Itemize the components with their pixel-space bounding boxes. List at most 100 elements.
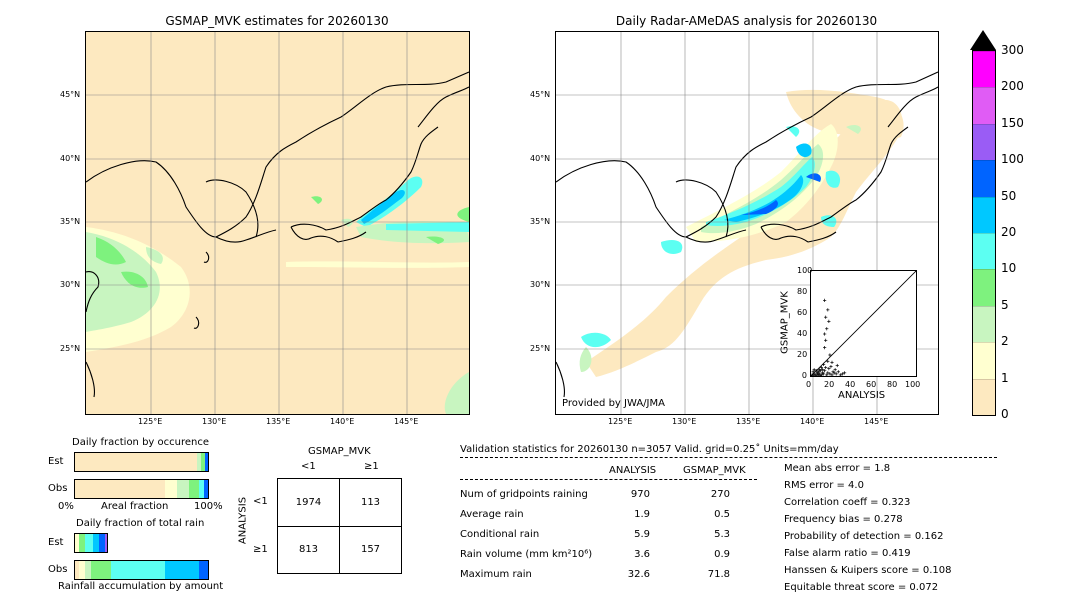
right-lon-label: 130°E bbox=[672, 417, 697, 426]
colorbar-segment bbox=[973, 342, 995, 379]
occurrence-axis-right: 100% bbox=[194, 501, 223, 512]
right-lon-label: 125°E bbox=[608, 417, 633, 426]
colorbar-tick-label: 5 bbox=[1001, 297, 1009, 312]
right-lon-label: 140°E bbox=[800, 417, 825, 426]
scatter-xtick: 20 bbox=[824, 380, 835, 389]
scatter-point bbox=[826, 371, 830, 375]
right-lon-label: 135°E bbox=[736, 417, 761, 426]
scatter-xlabel: ANALYSIS bbox=[838, 390, 886, 401]
colorbar bbox=[972, 50, 996, 416]
score-line: Equitable threat score = 0.072 bbox=[784, 582, 939, 593]
scatter-xtick: 0 bbox=[806, 380, 812, 389]
left-map bbox=[85, 31, 470, 415]
colorbar-segment bbox=[973, 269, 995, 306]
rain-fraction-title: Daily fraction of total rain bbox=[76, 518, 205, 529]
colorbar-tick-label: 200 bbox=[1001, 79, 1024, 94]
validation-col-gsmap: GSMAP_MVK bbox=[683, 465, 746, 476]
score-line: Hanssen & Kuipers score = 0.108 bbox=[784, 565, 952, 576]
scatter-point bbox=[825, 327, 829, 331]
scatter-point bbox=[823, 346, 827, 350]
colorbar-tick-label: 1 bbox=[1001, 370, 1009, 385]
contingency-col-label: ≥1 bbox=[364, 461, 379, 472]
rain-row-obs: Obs bbox=[48, 564, 68, 575]
colorbar-segment bbox=[973, 87, 995, 124]
scatter-point bbox=[824, 315, 828, 319]
validation-header: Validation statistics for 20260130 n=305… bbox=[460, 444, 839, 455]
left-rain-patches bbox=[86, 176, 469, 414]
scatter-point bbox=[814, 369, 818, 373]
stat-gsmap: 0.9 bbox=[714, 549, 730, 560]
left-map-canvas bbox=[86, 32, 469, 414]
stat-analysis: 32.6 bbox=[627, 569, 650, 580]
left-lon-label: 135°E bbox=[266, 417, 291, 426]
colorbar-extend-arrow bbox=[970, 30, 996, 50]
rain-bar-est bbox=[74, 533, 108, 553]
left-lat-label: 25°N bbox=[60, 344, 81, 353]
scatter-ylabel: GSMAP_MVK bbox=[779, 291, 791, 354]
stat-gsmap: 5.3 bbox=[714, 529, 730, 540]
score-line: RMS error = 4.0 bbox=[784, 480, 864, 491]
colorbar-segment bbox=[973, 160, 995, 197]
occurrence-axis-left: 0% bbox=[58, 501, 74, 512]
contingency-cell: 813 bbox=[298, 544, 319, 555]
scatter-point bbox=[835, 363, 839, 368]
validation-divider bbox=[460, 457, 997, 458]
contingency-col-header: GSMAP_MVK bbox=[308, 446, 371, 457]
colorbar-segment bbox=[973, 51, 995, 88]
left-lon-label: 140°E bbox=[330, 417, 355, 426]
score-line: Probability of detection = 0.162 bbox=[784, 531, 944, 542]
scatter-point bbox=[830, 360, 834, 364]
stat-analysis: 5.9 bbox=[634, 529, 650, 540]
scatter-point bbox=[827, 319, 831, 323]
right-map-title: Daily Radar-AMeDAS analysis for 20260130 bbox=[615, 14, 878, 28]
stat-label: Num of gridpoints raining bbox=[460, 489, 588, 500]
stat-analysis: 970 bbox=[630, 489, 650, 500]
scatter-point bbox=[831, 370, 835, 374]
left-lat-label: 35°N bbox=[60, 217, 81, 226]
scatter-xtick: 60 bbox=[866, 380, 877, 389]
left-map-title: GSMAP_MVK estimates for 20260130 bbox=[165, 14, 389, 28]
scatter-point bbox=[819, 366, 824, 370]
right-lat-label: 30°N bbox=[530, 280, 551, 289]
scatter-point bbox=[826, 359, 830, 363]
stat-gsmap: 71.8 bbox=[707, 569, 730, 580]
scatter-ytick: 60 bbox=[797, 308, 808, 317]
scatter-point bbox=[820, 368, 825, 372]
colorbar-segment bbox=[973, 378, 995, 415]
right-lat-label: 35°N bbox=[530, 217, 551, 226]
colorbar-segment bbox=[973, 123, 995, 161]
left-lon-label: 145°E bbox=[394, 417, 419, 426]
stat-label: Conditional rain bbox=[460, 529, 540, 540]
colorbar-tick-label: 150 bbox=[1001, 115, 1024, 130]
scatter-point bbox=[824, 338, 828, 342]
right-lat-label: 45°N bbox=[530, 90, 551, 99]
rain-row-est: Est bbox=[48, 537, 64, 548]
colorbar-segment bbox=[973, 196, 995, 234]
scatter-point bbox=[836, 370, 840, 374]
colorbar-tick-label: 100 bbox=[1001, 152, 1024, 167]
scatter-point bbox=[827, 367, 831, 371]
credit-text: Provided by JWA/JMA bbox=[562, 398, 665, 409]
contingency-cell: 1974 bbox=[295, 497, 322, 508]
score-line: False alarm ratio = 0.419 bbox=[784, 548, 911, 559]
left-gridlines bbox=[86, 32, 469, 414]
stat-gsmap: 270 bbox=[710, 489, 730, 500]
scatter-ytick: 20 bbox=[797, 350, 808, 359]
rain-bar-obs bbox=[74, 560, 209, 580]
colorbar-tick-label: 10 bbox=[1001, 261, 1017, 276]
scatter-point bbox=[822, 372, 826, 376]
scatter-point bbox=[812, 368, 816, 372]
colorbar-segment bbox=[973, 305, 995, 343]
contingency-row-label: <1 bbox=[253, 496, 268, 507]
scatter-point bbox=[840, 372, 845, 376]
scatter-ytick: 0 bbox=[801, 371, 807, 380]
scatter-point bbox=[834, 372, 838, 376]
colorbar-tick-label: 50 bbox=[1001, 188, 1017, 203]
colorbar-tick-label: 300 bbox=[1001, 43, 1024, 57]
occurrence-bar-obs bbox=[74, 479, 209, 499]
occurrence-axis-mid: Areal fraction bbox=[101, 501, 169, 512]
right-lat-label: 25°N bbox=[530, 344, 551, 353]
contingency-col-label: <1 bbox=[301, 461, 316, 472]
scatter-point bbox=[818, 369, 823, 373]
scatter-ytick: 100 bbox=[797, 266, 813, 275]
